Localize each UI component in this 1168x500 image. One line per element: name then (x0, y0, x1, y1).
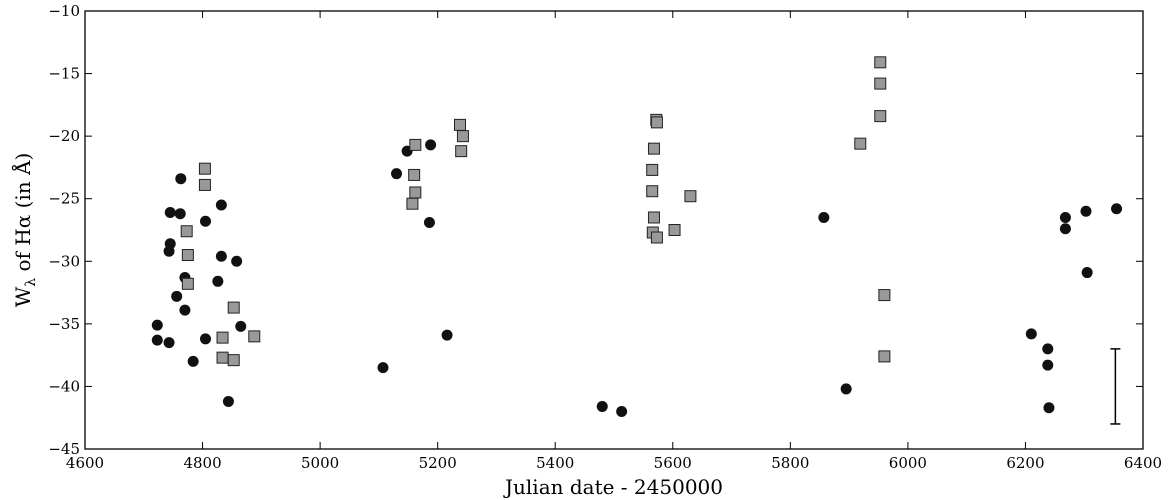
square-point (227, 301, 240, 314)
circle-point (377, 362, 389, 374)
circle-point (1111, 203, 1123, 215)
y-tick-label: −20 (48, 127, 80, 145)
x-tick-label: 5000 (301, 454, 339, 472)
square-point (409, 186, 422, 199)
circle-point (1025, 328, 1037, 340)
axis-ticks (84, 10, 1144, 450)
square-point (216, 351, 229, 364)
circle-point (235, 320, 247, 332)
circle-point (151, 319, 163, 331)
square-point (684, 190, 697, 203)
plot-frame (84, 10, 1144, 450)
circle-point (441, 329, 453, 341)
circle-point (1081, 267, 1093, 279)
x-tick-label: 6400 (1124, 454, 1162, 472)
circle-point (391, 168, 403, 180)
square-point (227, 354, 240, 367)
circle-point (215, 199, 227, 211)
square-point (650, 231, 663, 244)
x-tick-label: 5600 (654, 454, 692, 472)
y-axis-label-rest: of Hα (in Å) (10, 153, 35, 278)
plot-background (85, 11, 1143, 449)
x-axis-label: Julian date - 2450000 (503, 475, 723, 499)
square-point (248, 330, 261, 343)
circle-point (1059, 211, 1071, 223)
y-tick-label: −25 (48, 190, 80, 208)
y-tick-label: −10 (48, 2, 80, 20)
x-tick-label: 4800 (183, 454, 221, 472)
circle-point (174, 208, 186, 220)
square-point (874, 56, 887, 69)
circle-point (425, 139, 437, 151)
square-point (878, 350, 891, 363)
circle-point (423, 216, 435, 228)
x-tick-label: 6000 (889, 454, 927, 472)
y-tick-label: −15 (48, 65, 80, 83)
square-point (456, 130, 469, 143)
circle-point (1080, 205, 1092, 217)
square-point (646, 185, 659, 198)
y-axis-label-subscript: λ (23, 278, 39, 287)
circle-point (187, 355, 199, 367)
y-tick-label: −45 (48, 440, 80, 458)
circle-point (212, 275, 224, 287)
circle-point (596, 400, 608, 412)
circle-point (164, 206, 176, 218)
y-tick-label: −35 (48, 315, 80, 333)
error-bar (1110, 348, 1121, 425)
square-point (668, 224, 681, 236)
square-point (650, 116, 663, 129)
y-axis-label: Wλ of Hα (in Å) (10, 153, 39, 308)
square-point (647, 211, 660, 224)
y-tick-label: −30 (48, 252, 80, 270)
square-point (878, 289, 891, 302)
circle-point (199, 333, 211, 345)
circle-point (199, 215, 211, 227)
square-point (455, 145, 468, 158)
square-point (854, 137, 867, 150)
x-tick-label: 5400 (536, 454, 574, 472)
x-tick-label: 6200 (1006, 454, 1044, 472)
circle-point (231, 255, 243, 267)
circle-point (1042, 359, 1054, 371)
square-point (874, 110, 887, 123)
circle-point (163, 337, 175, 349)
circle-point (179, 304, 191, 316)
square-point (408, 168, 421, 181)
circle-point (1059, 223, 1071, 235)
circle-point (1042, 343, 1054, 355)
square-point (181, 277, 194, 290)
tick-labels: 4600 4800 5000 5200 5400 5600 5800 6000 6200 6400… (48, 2, 1162, 472)
square-point (181, 249, 194, 262)
circle-point (164, 238, 176, 250)
circle-point (222, 395, 234, 407)
circle-point (616, 405, 628, 417)
circle-point (215, 250, 227, 262)
square-point (646, 163, 659, 176)
circle-point (1043, 402, 1055, 414)
circle-point (175, 173, 187, 185)
circle-point (171, 290, 183, 302)
square-point (647, 142, 660, 155)
x-tick-label: 5800 (771, 454, 809, 472)
square-point (406, 197, 419, 210)
square-point (874, 77, 887, 90)
circle-point (818, 211, 830, 223)
circle-point (840, 383, 852, 395)
square-point (409, 138, 422, 151)
data-marks (151, 56, 1123, 417)
square-point (216, 331, 229, 344)
square-point (198, 178, 211, 191)
x-tick-label: 5200 (419, 454, 457, 472)
square-point (454, 118, 467, 131)
square-point (180, 225, 193, 238)
circle-point (151, 334, 163, 346)
x-tick-label: 4600 (66, 454, 104, 472)
y-tick-label: −40 (48, 377, 80, 395)
square-point (198, 162, 211, 175)
y-axis-label-main: W (11, 286, 35, 307)
